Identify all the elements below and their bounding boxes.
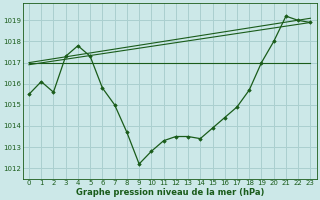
X-axis label: Graphe pression niveau de la mer (hPa): Graphe pression niveau de la mer (hPa) (76, 188, 264, 197)
